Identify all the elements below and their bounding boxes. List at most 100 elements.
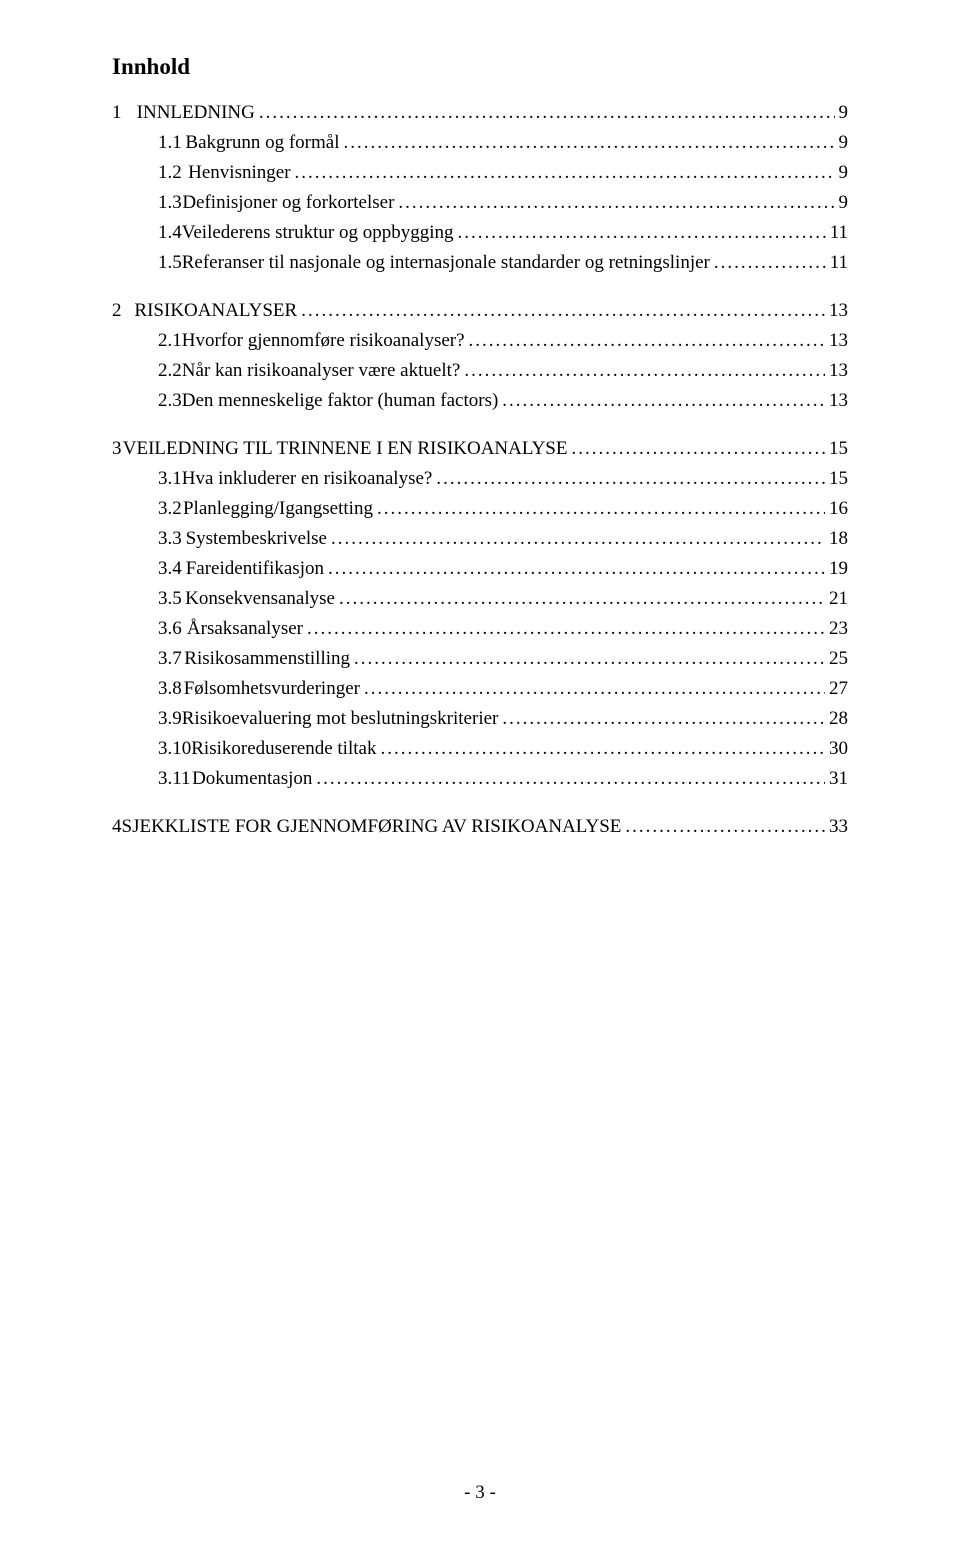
toc-leader-dots — [498, 386, 825, 416]
toc-leader-dots — [312, 764, 825, 794]
toc-entry: 3.11Dokumentasjon 31 — [112, 764, 848, 794]
toc-leader-dots — [335, 584, 825, 614]
toc-entry-page: 23 — [825, 614, 848, 644]
toc-entry: 4SJEKKLISTE FOR GJENNOMFØRING AV RISIKOA… — [112, 812, 848, 842]
toc-leader-dots — [710, 248, 826, 278]
toc-entry-number: 2.3 — [158, 386, 182, 416]
toc-entry-page: 15 — [825, 464, 848, 494]
toc-leader-dots — [373, 494, 825, 524]
toc-leader-dots — [394, 188, 834, 218]
toc-entry-page: 18 — [825, 524, 848, 554]
toc-entry: 2.1Hvorfor gjennomføre risikoanalyser? 13 — [112, 326, 848, 356]
toc-entry-label: Konsekvensanalyse — [185, 584, 335, 614]
toc-entry-number: 2.1 — [158, 326, 182, 356]
toc-entry-label: Dokumentasjon — [192, 764, 312, 794]
toc-entry: 1.2Henvisninger9 — [112, 158, 848, 188]
toc-entry-page: 13 — [825, 296, 848, 326]
toc-entry-label: Systembeskrivelse — [186, 524, 327, 554]
toc-entry: 1.5Referanser til nasjonale og internasj… — [112, 248, 848, 278]
toc-entry: 1INNLEDNING9 — [112, 98, 848, 128]
toc-title: Innhold — [112, 54, 848, 80]
toc-entry-label: Fareidentifikasjon — [186, 554, 324, 584]
toc-entry: 3.4Fareidentifikasjon19 — [112, 554, 848, 584]
toc-entry-number: 3.1 — [158, 464, 182, 494]
toc-entry: 2.2Når kan risikoanalyser være aktuelt?1… — [112, 356, 848, 386]
toc-entry-page: 27 — [825, 674, 848, 704]
toc-entry-number: 3.8 — [158, 674, 184, 704]
toc-group-gap — [112, 794, 848, 812]
toc-entry-number: 3.9 — [158, 704, 182, 734]
toc-entry-number: 1.3 — [158, 188, 182, 218]
document-page: Innhold 1INNLEDNING91.1Bakgrunn og formå… — [0, 0, 960, 1546]
toc-entry-label: Veilederens struktur og oppbygging — [182, 218, 454, 248]
toc-leader-dots — [460, 356, 825, 386]
toc-entry-number: 1.1 — [158, 128, 185, 158]
toc-leader-dots — [327, 524, 825, 554]
toc-leader-dots — [255, 98, 835, 128]
toc-entry-number: 3.7 — [158, 644, 184, 674]
toc-entry: 2RISIKOANALYSER 13 — [112, 296, 848, 326]
toc-entry-page: 28 — [825, 704, 848, 734]
toc-entry-number: 2 — [112, 296, 134, 326]
toc-entry-page: 11 — [826, 218, 848, 248]
toc-leader-dots — [621, 812, 825, 842]
toc-entry-number: 1 — [112, 98, 137, 128]
toc-leader-dots — [291, 158, 835, 188]
toc-group-gap — [112, 416, 848, 434]
toc-entry-page: 9 — [835, 188, 849, 218]
toc-leader-dots — [350, 644, 825, 674]
toc-leader-dots — [360, 674, 825, 704]
toc-entry-page: 13 — [825, 386, 848, 416]
table-of-contents: 1INNLEDNING91.1Bakgrunn og formål 91.2Hen… — [112, 98, 848, 842]
toc-entry-label: Hvorfor gjennomføre risikoanalyser? — [182, 326, 465, 356]
toc-entry-number: 3.3 — [158, 524, 186, 554]
toc-entry-label: Hva inkluderer en risikoanalyse? — [182, 464, 433, 494]
toc-entry-label: Risikoreduserende tiltak — [191, 734, 376, 764]
toc-leader-dots — [297, 296, 825, 326]
toc-entry-page: 31 — [825, 764, 848, 794]
toc-entry-page: 13 — [825, 356, 848, 386]
toc-leader-dots — [454, 218, 826, 248]
toc-leader-dots — [465, 326, 825, 356]
toc-entry-label: Når kan risikoanalyser være aktuelt? — [182, 356, 461, 386]
toc-entry-number: 1.4 — [158, 218, 182, 248]
toc-entry-number: 3.11 — [158, 764, 192, 794]
toc-entry-page: 30 — [825, 734, 848, 764]
toc-leader-dots — [303, 614, 825, 644]
toc-entry-number: 3.5 — [158, 584, 185, 614]
toc-entry-label: VEILEDNING TIL TRINNENE I EN RISIKOANALY… — [123, 434, 568, 464]
toc-entry-label: RISIKOANALYSER — [134, 296, 297, 326]
toc-entry-page: 9 — [835, 128, 849, 158]
toc-entry: 3.6Årsaksanalyser23 — [112, 614, 848, 644]
toc-entry: 3.2Planlegging/Igangsetting16 — [112, 494, 848, 524]
toc-entry-page: 21 — [825, 584, 848, 614]
toc-entry-label: Henvisninger — [188, 158, 290, 188]
toc-entry: 3.9Risikoevaluering mot beslutningskrite… — [112, 704, 848, 734]
toc-entry-number: 3 — [112, 434, 123, 464]
toc-entry: 1.1Bakgrunn og formål 9 — [112, 128, 848, 158]
toc-leader-dots — [376, 734, 825, 764]
toc-entry-number: 1.5 — [158, 248, 182, 278]
toc-entry: 3.1Hva inkluderer en risikoanalyse? 15 — [112, 464, 848, 494]
toc-leader-dots — [324, 554, 825, 584]
toc-entry-label: Årsaksanalyser — [187, 614, 303, 644]
toc-entry: 3.3Systembeskrivelse 18 — [112, 524, 848, 554]
toc-entry-label: Bakgrunn og formål — [185, 128, 339, 158]
toc-entry-number: 3.10 — [158, 734, 191, 764]
toc-leader-dots — [432, 464, 825, 494]
toc-entry-label: Følsomhetsvurderinger — [184, 674, 360, 704]
toc-entry-label: Risikosammenstilling — [184, 644, 350, 674]
toc-entry: 3VEILEDNING TIL TRINNENE I EN RISIKOANAL… — [112, 434, 848, 464]
toc-entry: 1.3Definisjoner og forkortelser9 — [112, 188, 848, 218]
toc-entry-page: 19 — [825, 554, 848, 584]
toc-entry-label: Planlegging/Igangsetting — [183, 494, 373, 524]
toc-entry: 3.7Risikosammenstilling 25 — [112, 644, 848, 674]
toc-entry: 1.4Veilederens struktur og oppbygging 11 — [112, 218, 848, 248]
toc-entry-page: 13 — [825, 326, 848, 356]
toc-entry-number: 4 — [112, 812, 122, 842]
toc-entry-label: SJEKKLISTE FOR GJENNOMFØRING AV RISIKOAN… — [122, 812, 622, 842]
toc-entry: 3.10Risikoreduserende tiltak 30 — [112, 734, 848, 764]
toc-leader-dots — [339, 128, 834, 158]
toc-entry: 3.8Følsomhetsvurderinger 27 — [112, 674, 848, 704]
toc-entry-page: 25 — [825, 644, 848, 674]
